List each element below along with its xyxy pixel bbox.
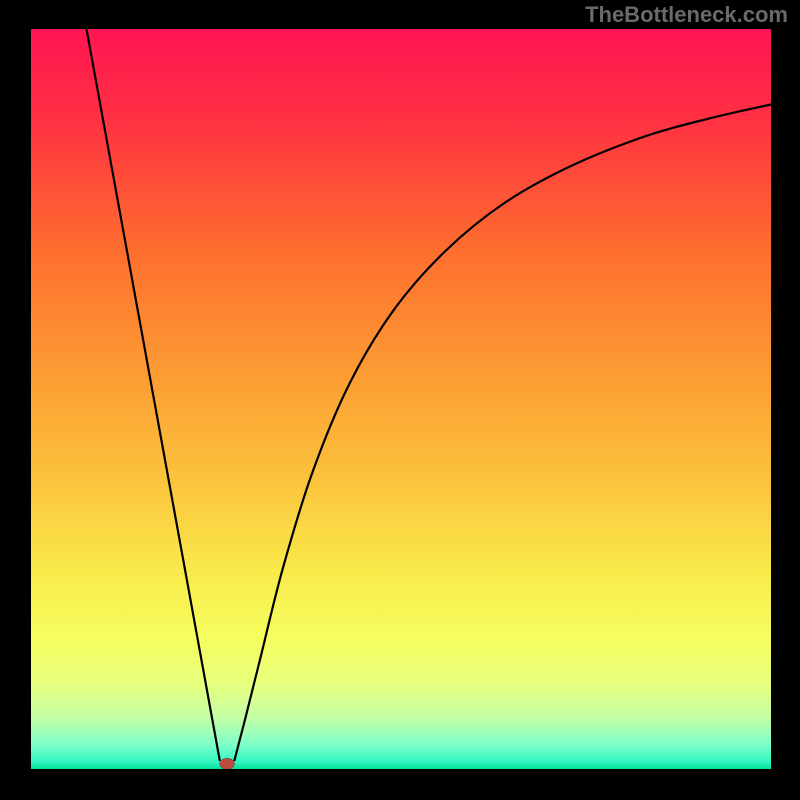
- minimum-marker: [220, 758, 235, 769]
- watermark-text: TheBottleneck.com: [585, 2, 788, 28]
- gradient-background: [31, 29, 771, 769]
- chart-container: TheBottleneck.com: [0, 0, 800, 800]
- plot-svg: [31, 29, 771, 769]
- plot-area: [31, 29, 771, 769]
